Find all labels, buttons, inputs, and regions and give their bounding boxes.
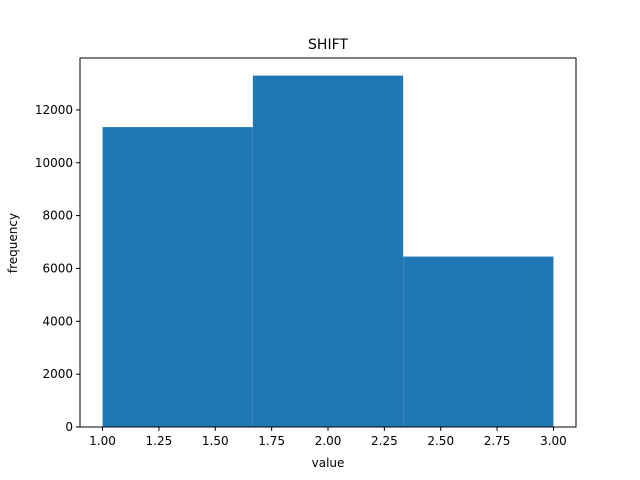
chart-title: SHIFT [308, 37, 348, 53]
x-tick-label: 2.00 [315, 434, 342, 448]
x-tick-label: 1.75 [258, 434, 285, 448]
x-tick-label: 3.00 [540, 434, 567, 448]
y-tick-label: 6000 [42, 261, 73, 275]
y-tick-label: 2000 [42, 367, 73, 381]
y-tick-label: 8000 [42, 209, 73, 223]
x-tick-label: 2.25 [371, 434, 398, 448]
y-axis-ticks: 0 2000 4000 6000 8000 10000 12000 [35, 103, 80, 434]
y-tick-label: 0 [65, 420, 73, 434]
x-tick-label: 2.75 [484, 434, 511, 448]
y-tick-label: 10000 [35, 156, 73, 170]
y-tick-label: 4000 [42, 314, 73, 328]
y-tick-label: 12000 [35, 103, 73, 117]
histogram-bar-3 [403, 256, 554, 427]
histogram-bar-2 [252, 75, 404, 428]
x-axis-ticks: 1.00 1.25 1.50 1.75 2.00 2.25 2.50 2.75 3.00 [89, 427, 567, 448]
x-tick-label: 1.00 [89, 434, 116, 448]
x-tick-label: 1.25 [146, 434, 173, 448]
x-tick-label: 1.50 [202, 434, 229, 448]
plot-area-frame [79, 57, 577, 428]
y-axis-label: frequency [6, 213, 20, 273]
bars-group [102, 75, 554, 428]
histogram-bar-1 [102, 127, 253, 427]
x-axis-label: value [312, 456, 345, 470]
x-tick-label: 2.50 [427, 434, 454, 448]
